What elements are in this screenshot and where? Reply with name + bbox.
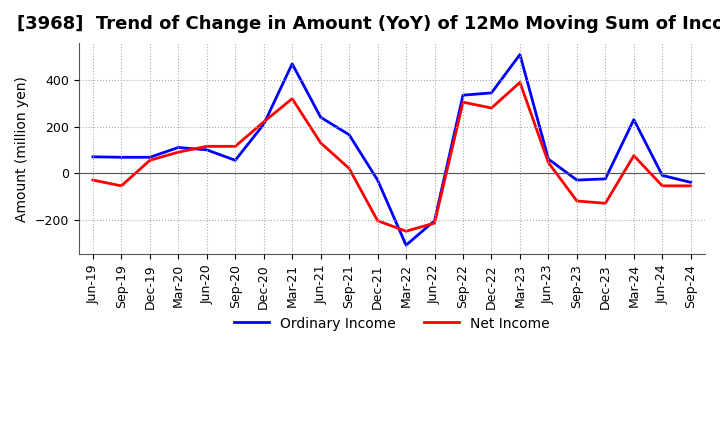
Ordinary Income — [345, 132, 354, 137]
Net Income — [316, 140, 325, 146]
Net Income — [658, 183, 667, 188]
Net Income — [288, 96, 297, 101]
Net Income — [572, 198, 581, 204]
Net Income — [487, 105, 496, 110]
Net Income — [117, 183, 126, 188]
Ordinary Income — [658, 173, 667, 178]
Ordinary Income — [487, 90, 496, 95]
Net Income — [601, 201, 610, 206]
Ordinary Income — [544, 157, 553, 162]
Ordinary Income — [459, 92, 467, 98]
Ordinary Income — [202, 147, 211, 153]
Title: [3968]  Trend of Change in Amount (YoY) of 12Mo Moving Sum of Incomes: [3968] Trend of Change in Amount (YoY) o… — [17, 15, 720, 33]
Ordinary Income — [629, 117, 638, 122]
Net Income — [259, 119, 268, 125]
Ordinary Income — [89, 154, 97, 159]
Net Income — [459, 99, 467, 105]
Ordinary Income — [288, 61, 297, 66]
Net Income — [202, 144, 211, 149]
Ordinary Income — [431, 218, 439, 224]
Net Income — [516, 80, 524, 85]
Line: Ordinary Income: Ordinary Income — [93, 55, 690, 245]
Net Income — [174, 150, 183, 155]
Ordinary Income — [145, 154, 154, 160]
Net Income — [544, 160, 553, 165]
Net Income — [629, 153, 638, 158]
Ordinary Income — [259, 121, 268, 127]
Ordinary Income — [174, 145, 183, 150]
Ordinary Income — [402, 242, 410, 248]
Net Income — [402, 228, 410, 234]
Net Income — [373, 218, 382, 224]
Ordinary Income — [117, 154, 126, 160]
Ordinary Income — [516, 52, 524, 57]
Line: Net Income: Net Income — [93, 82, 690, 231]
Net Income — [89, 177, 97, 183]
Ordinary Income — [572, 177, 581, 183]
Legend: Ordinary Income, Net Income: Ordinary Income, Net Income — [229, 311, 555, 336]
Ordinary Income — [231, 158, 240, 163]
Ordinary Income — [601, 176, 610, 182]
Ordinary Income — [373, 177, 382, 183]
Net Income — [231, 144, 240, 149]
Net Income — [431, 220, 439, 226]
Y-axis label: Amount (million yen): Amount (million yen) — [15, 76, 29, 222]
Net Income — [145, 158, 154, 163]
Net Income — [345, 166, 354, 171]
Net Income — [686, 183, 695, 188]
Ordinary Income — [686, 180, 695, 185]
Ordinary Income — [316, 115, 325, 120]
